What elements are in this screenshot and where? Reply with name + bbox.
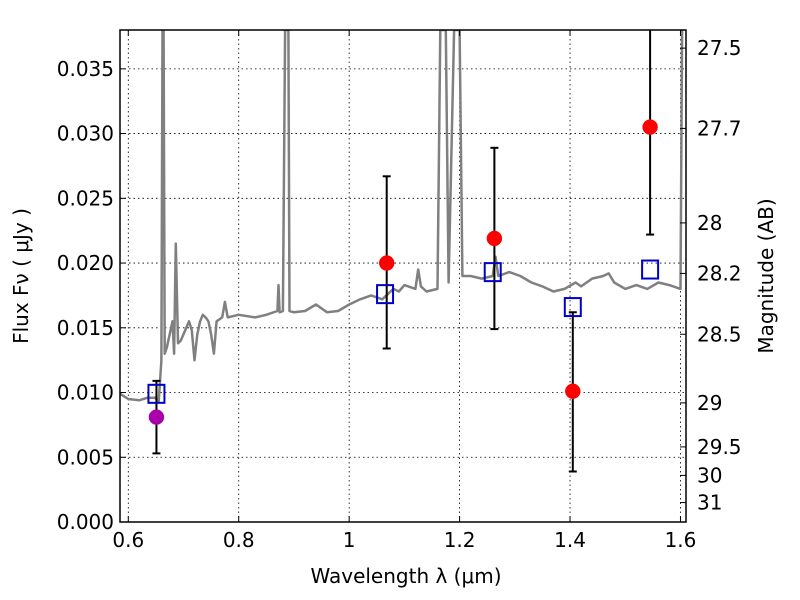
mag-tick-label: 28.2	[697, 261, 742, 285]
mag-tick-label: 27.5	[697, 36, 742, 60]
x-axis-label: Wavelength λ (μm)	[310, 564, 501, 588]
mag-tick-label: 29.5	[697, 435, 742, 459]
observed-point-marker	[565, 383, 581, 399]
x-tick-label: 0.6	[112, 528, 144, 552]
plot-frame	[119, 29, 687, 523]
x-tick-label: 1.4	[554, 528, 586, 552]
x-tick-label: 1.6	[665, 528, 697, 552]
y-tick-label: 0.030	[57, 122, 114, 146]
y-tick-label: 0.015	[57, 316, 114, 340]
mag-tick-label: 31	[697, 491, 722, 515]
plot-area	[120, 30, 684, 473]
x-tick-label: 1.2	[444, 528, 476, 552]
mag-tick-label: 30	[697, 463, 722, 487]
y-axis-label: Flux Fν ( μJy )	[9, 208, 33, 344]
mag-tick-label: 28.5	[697, 322, 742, 346]
model-square-marker	[147, 383, 166, 404]
axis-ticks: 0.6 0.8 1 1.2 1.4 1.6 0.000 0.005 0.010 0.015 0.02…	[57, 30, 742, 552]
y-tick-label: 0.035	[57, 57, 114, 81]
y-tick-label: 0.005	[57, 445, 114, 469]
x-tick-label: 0.8	[223, 528, 255, 552]
observed-point-marker	[378, 255, 395, 271]
observed-point-marker	[486, 230, 503, 247]
mag-tick-label: 27.7	[697, 116, 742, 140]
y-tick-label: 0.025	[57, 186, 114, 210]
mag-tick-label: 28	[697, 211, 722, 235]
y-tick-label: 0.000	[57, 510, 114, 534]
mag-tick-label: 29	[697, 391, 722, 415]
observed-point-marker	[148, 409, 165, 425]
model-square-marker	[641, 259, 660, 280]
model-square-marker	[483, 262, 502, 283]
observed-point-marker	[642, 119, 658, 135]
x-tick-label: 1	[343, 528, 356, 552]
spectrum-line	[120, 30, 684, 403]
model-square-marker	[563, 297, 582, 318]
y-tick-label: 0.020	[57, 251, 114, 275]
y-axis-right-label: Magnitude (AB)	[754, 198, 778, 353]
y-tick-label: 0.010	[57, 381, 114, 405]
model-square-marker	[376, 284, 395, 305]
